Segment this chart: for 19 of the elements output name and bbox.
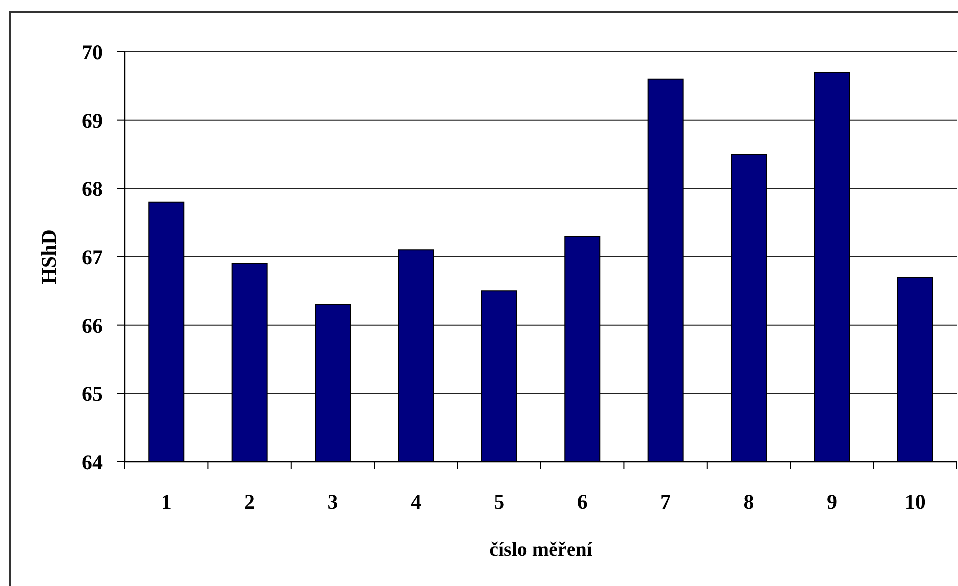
x-tick-label: 2: [244, 490, 256, 514]
x-tick-label: 8: [744, 490, 754, 514]
y-tick-label: 64: [82, 450, 104, 474]
y-axis-title: HShD: [37, 230, 61, 284]
x-tick-label: 3: [328, 490, 338, 514]
y-tick-label: 70: [82, 40, 103, 64]
x-tick-label: 7: [660, 490, 672, 514]
x-tick-label: 10: [904, 490, 926, 514]
y-tick-label: 68: [82, 177, 103, 202]
x-tick-label: 6: [577, 490, 588, 514]
y-tick-label: 69: [82, 108, 103, 133]
y-tick-label: 66: [82, 314, 103, 338]
y-tick-label: 67: [82, 245, 103, 270]
x-axis-title: číslo měření: [490, 539, 593, 561]
y-tick-label: 65: [82, 382, 103, 406]
x-tick-label: 5: [494, 490, 505, 514]
x-tick-label: 1: [161, 490, 172, 514]
x-tick-label: 9: [826, 490, 838, 514]
x-tick-label: 4: [410, 490, 422, 514]
